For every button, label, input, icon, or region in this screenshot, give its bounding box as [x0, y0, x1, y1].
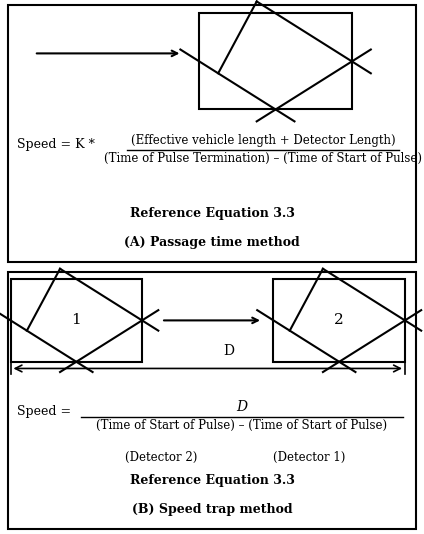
Text: D: D: [236, 400, 247, 414]
Text: (A) Passage time method: (A) Passage time method: [124, 237, 300, 249]
Text: (Detector 1): (Detector 1): [273, 451, 346, 464]
Text: Speed = K *: Speed = K *: [17, 138, 95, 151]
Bar: [199, 13, 352, 109]
Text: 1: 1: [72, 313, 81, 327]
Text: 2: 2: [335, 313, 344, 327]
Text: D: D: [223, 344, 234, 358]
Text: Reference Equation 3.3: Reference Equation 3.3: [130, 207, 294, 220]
Text: (B) Speed trap method: (B) Speed trap method: [132, 504, 292, 516]
Text: Reference Equation 3.3: Reference Equation 3.3: [130, 474, 294, 487]
Bar: [273, 279, 405, 362]
Text: Speed =: Speed =: [17, 405, 71, 418]
Text: (Effective vehicle length + Detector Length): (Effective vehicle length + Detector Len…: [131, 134, 395, 147]
Text: (Time of Start of Pulse) – (Time of Start of Pulse): (Time of Start of Pulse) – (Time of Star…: [96, 419, 387, 432]
Bar: [11, 279, 142, 362]
Text: (Detector 2): (Detector 2): [125, 451, 197, 464]
Text: (Time of Pulse Termination) – (Time of Start of Pulse): (Time of Pulse Termination) – (Time of S…: [104, 152, 422, 165]
